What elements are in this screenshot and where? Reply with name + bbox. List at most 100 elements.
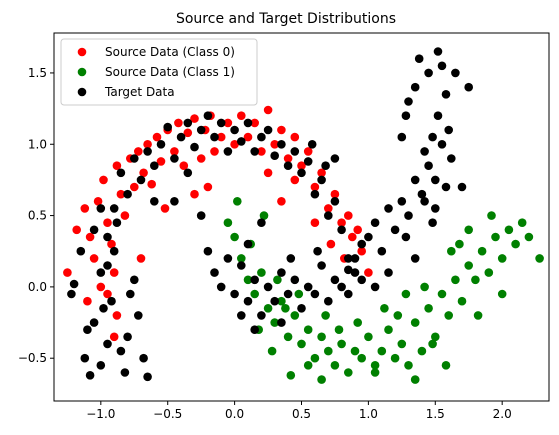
data-point bbox=[297, 161, 306, 170]
data-point bbox=[397, 132, 407, 142]
data-point bbox=[139, 168, 148, 178]
data-point bbox=[290, 275, 300, 285]
data-point bbox=[263, 168, 273, 178]
data-point bbox=[473, 311, 483, 320]
data-point bbox=[174, 118, 183, 128]
data-point bbox=[464, 225, 474, 235]
data-point bbox=[297, 339, 306, 349]
data-point bbox=[283, 154, 293, 163]
data-point bbox=[324, 204, 333, 213]
data-point bbox=[353, 225, 363, 235]
data-point bbox=[290, 147, 300, 156]
data-point bbox=[170, 154, 179, 163]
data-point bbox=[497, 289, 507, 299]
data-point bbox=[326, 239, 336, 249]
data-point bbox=[270, 151, 280, 160]
data-point bbox=[96, 361, 106, 370]
data-point bbox=[477, 246, 487, 256]
data-point bbox=[410, 375, 420, 384]
data-point bbox=[397, 197, 407, 206]
data-point bbox=[344, 289, 353, 299]
data-point bbox=[112, 311, 122, 320]
data-point bbox=[72, 225, 81, 235]
data-point bbox=[230, 140, 239, 149]
x-tick-label: 0.5 bbox=[292, 407, 311, 421]
data-point bbox=[99, 304, 108, 313]
data-point bbox=[223, 147, 233, 156]
data-point bbox=[321, 161, 330, 170]
data-point bbox=[431, 204, 440, 213]
data-point bbox=[160, 204, 170, 213]
data-point bbox=[317, 332, 326, 342]
data-point bbox=[69, 279, 79, 289]
data-point bbox=[170, 147, 179, 156]
data-point bbox=[424, 304, 433, 313]
data-point bbox=[143, 147, 152, 156]
legend-marker bbox=[77, 47, 87, 57]
data-point bbox=[357, 275, 367, 285]
data-point bbox=[89, 225, 99, 235]
data-point bbox=[390, 225, 400, 235]
data-point bbox=[250, 118, 259, 128]
data-point bbox=[424, 68, 433, 78]
data-point bbox=[270, 296, 280, 306]
data-point bbox=[290, 311, 300, 320]
data-point bbox=[428, 339, 437, 349]
data-point bbox=[384, 204, 393, 213]
data-point bbox=[297, 168, 306, 178]
legend-marker bbox=[77, 87, 87, 97]
data-point bbox=[67, 289, 76, 299]
data-point bbox=[491, 232, 500, 242]
legend: Source Data (Class 0) Source Data (Class … bbox=[60, 38, 258, 106]
data-point bbox=[317, 261, 326, 270]
data-point bbox=[334, 325, 344, 335]
data-point bbox=[428, 218, 437, 227]
data-point bbox=[455, 239, 464, 249]
data-point bbox=[317, 168, 326, 178]
x-tick-label: 1.0 bbox=[359, 407, 378, 421]
data-point bbox=[152, 132, 162, 142]
data-point bbox=[123, 189, 132, 199]
data-point bbox=[511, 239, 520, 249]
x-tick-label: −0.5 bbox=[153, 407, 182, 421]
data-point bbox=[420, 147, 429, 156]
data-point bbox=[80, 204, 90, 213]
data-point bbox=[130, 182, 139, 192]
data-point bbox=[136, 254, 146, 263]
ticks-layer: −1.0 −0.5 0.0 0.5 1.0 1.5 2.0 −0.5 0.0 0.5 1.0 1.5 bbox=[18, 66, 512, 421]
data-point bbox=[136, 175, 146, 185]
data-point bbox=[96, 204, 106, 213]
data-point bbox=[324, 296, 333, 306]
data-point bbox=[216, 282, 226, 292]
data-point bbox=[417, 189, 427, 199]
data-point bbox=[89, 254, 99, 263]
data-point bbox=[237, 111, 246, 120]
data-point bbox=[190, 114, 199, 123]
data-point bbox=[404, 211, 413, 220]
data-point bbox=[243, 275, 253, 285]
data-point bbox=[116, 189, 126, 199]
data-point bbox=[417, 346, 427, 356]
data-point bbox=[444, 311, 454, 320]
data-point bbox=[464, 261, 474, 270]
data-point bbox=[216, 132, 226, 142]
data-point bbox=[203, 182, 213, 192]
data-point bbox=[464, 82, 474, 92]
data-point bbox=[457, 182, 467, 192]
y-tick-label: −0.5 bbox=[18, 351, 47, 365]
data-point bbox=[410, 318, 420, 327]
data-point bbox=[384, 325, 393, 335]
data-point bbox=[203, 111, 213, 120]
data-point bbox=[393, 311, 403, 320]
data-point bbox=[237, 311, 246, 320]
legend-box bbox=[60, 38, 258, 106]
data-point bbox=[210, 147, 219, 156]
data-point bbox=[250, 325, 259, 335]
points-layer bbox=[63, 47, 544, 384]
data-point bbox=[451, 68, 460, 78]
data-point bbox=[233, 197, 242, 206]
data-point bbox=[257, 268, 266, 277]
data-point bbox=[103, 261, 112, 270]
data-point bbox=[414, 54, 424, 63]
data-point bbox=[324, 211, 333, 220]
